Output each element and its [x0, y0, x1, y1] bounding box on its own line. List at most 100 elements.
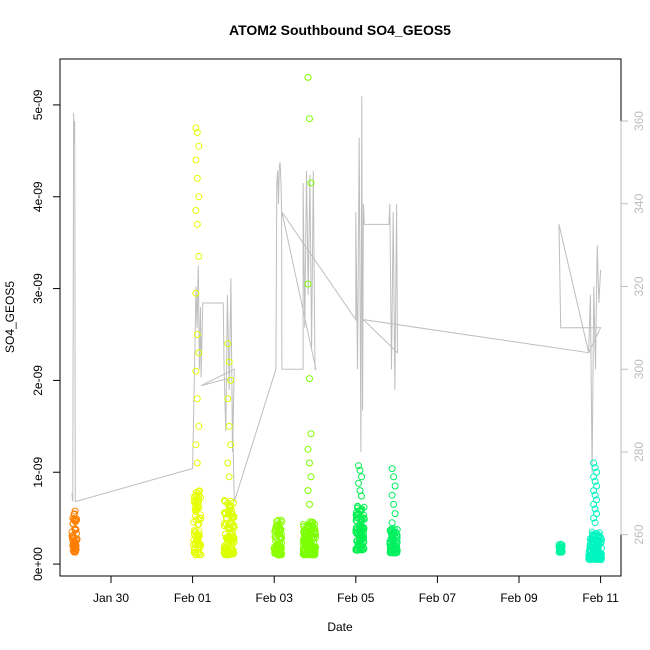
- data-point: [308, 522, 316, 529]
- data-point: [195, 252, 203, 260]
- y-axis-label: SO4_GEOS5: [3, 281, 17, 353]
- chart-title: ATOM2 Southbound SO4_GEOS5: [229, 22, 451, 38]
- data-point: [390, 536, 398, 544]
- line-series-path: [71, 96, 602, 503]
- data-point: [194, 541, 202, 549]
- data-point: [307, 473, 315, 481]
- data-point: [360, 531, 367, 539]
- y-tick-label: 4e-09: [31, 181, 45, 212]
- data-point: [71, 516, 79, 523]
- data-point: [274, 517, 282, 524]
- data-point: [195, 349, 203, 357]
- data-point: [229, 546, 237, 554]
- data-point: [307, 430, 315, 438]
- data-point: [309, 518, 317, 526]
- data-point: [193, 395, 201, 403]
- data-point: [597, 550, 605, 558]
- data-point: [354, 502, 362, 510]
- data-point: [222, 551, 230, 559]
- data-point: [71, 507, 79, 515]
- data-point: [307, 526, 315, 534]
- data-point: [220, 522, 228, 530]
- data-point: [597, 556, 605, 563]
- data-point: [226, 519, 234, 527]
- data-point: [352, 524, 360, 531]
- x-tick-label: Feb 01: [174, 591, 212, 605]
- data-point: [357, 516, 365, 524]
- data-point: [597, 536, 605, 544]
- data-point: [270, 546, 278, 554]
- data-point: [555, 541, 563, 549]
- x-tick-label: Feb 05: [337, 591, 375, 605]
- plot-area: [59, 58, 622, 577]
- y-tick-label: 1e-09: [31, 457, 45, 488]
- data-point: [229, 499, 237, 507]
- data-point: [192, 207, 200, 214]
- data-point: [71, 516, 79, 524]
- data-point: [194, 536, 202, 544]
- data-point: [228, 529, 236, 537]
- y-tick-label: 5e-09: [31, 89, 45, 120]
- data-point: [358, 492, 365, 500]
- data-point: [594, 540, 602, 547]
- y-right-tick-label: 280: [632, 442, 646, 462]
- data-point: [273, 546, 281, 554]
- data-point: [278, 550, 285, 558]
- data-point: [272, 545, 280, 552]
- data-point: [393, 531, 401, 539]
- data-point: [311, 527, 319, 535]
- data-point: [230, 549, 238, 557]
- data-point: [391, 482, 399, 490]
- y-right-tick-label: 300: [632, 359, 646, 379]
- data-point: [278, 534, 286, 542]
- data-point: [390, 500, 398, 508]
- data-point: [391, 548, 399, 556]
- data-point: [303, 549, 311, 557]
- data-point: [197, 551, 205, 559]
- data-point: [357, 513, 365, 521]
- data-point: [192, 507, 200, 515]
- data-point: [192, 367, 200, 375]
- x-axis-label: Date: [327, 620, 353, 634]
- x-tick-label: Feb 07: [419, 591, 457, 605]
- data-point: [304, 280, 312, 288]
- data-point: [590, 555, 598, 563]
- y-tick-label: 2e-09: [31, 365, 45, 396]
- data-point: [310, 534, 318, 542]
- data-point: [358, 535, 366, 543]
- data-point: [591, 464, 599, 472]
- data-point: [71, 542, 79, 550]
- data-point: [196, 543, 204, 551]
- x-tick-label: Jan 30: [93, 591, 129, 605]
- data-point: [227, 441, 235, 449]
- plot-frame: [59, 58, 622, 577]
- data-point: [191, 496, 199, 504]
- data-point: [225, 422, 233, 430]
- data-point: [195, 488, 203, 495]
- data-point: [190, 518, 198, 526]
- data-point: [588, 545, 596, 552]
- scatter-layer: [68, 73, 605, 563]
- data-point: [355, 507, 363, 514]
- data-point: [360, 527, 367, 535]
- data-point: [228, 543, 236, 551]
- x-tick-label: Feb 09: [500, 591, 538, 605]
- data-point: [304, 73, 312, 81]
- data-point: [71, 539, 79, 547]
- data-point: [73, 529, 80, 537]
- data-point: [591, 491, 599, 499]
- data-point: [388, 519, 396, 527]
- data-point: [311, 546, 319, 554]
- data-point: [195, 532, 203, 540]
- data-point: [590, 459, 598, 467]
- data-point: [303, 522, 311, 530]
- data-point: [225, 523, 233, 531]
- data-point: [355, 530, 363, 538]
- data-point: [306, 115, 313, 123]
- data-point: [193, 129, 201, 136]
- data-point: [392, 545, 400, 553]
- y-axis-left: 0e+00 1e-09 2e-09 3e-09 4e-09 5e-09: [31, 89, 61, 581]
- y-tick-label: 3e-09: [31, 273, 45, 304]
- data-point: [276, 530, 284, 538]
